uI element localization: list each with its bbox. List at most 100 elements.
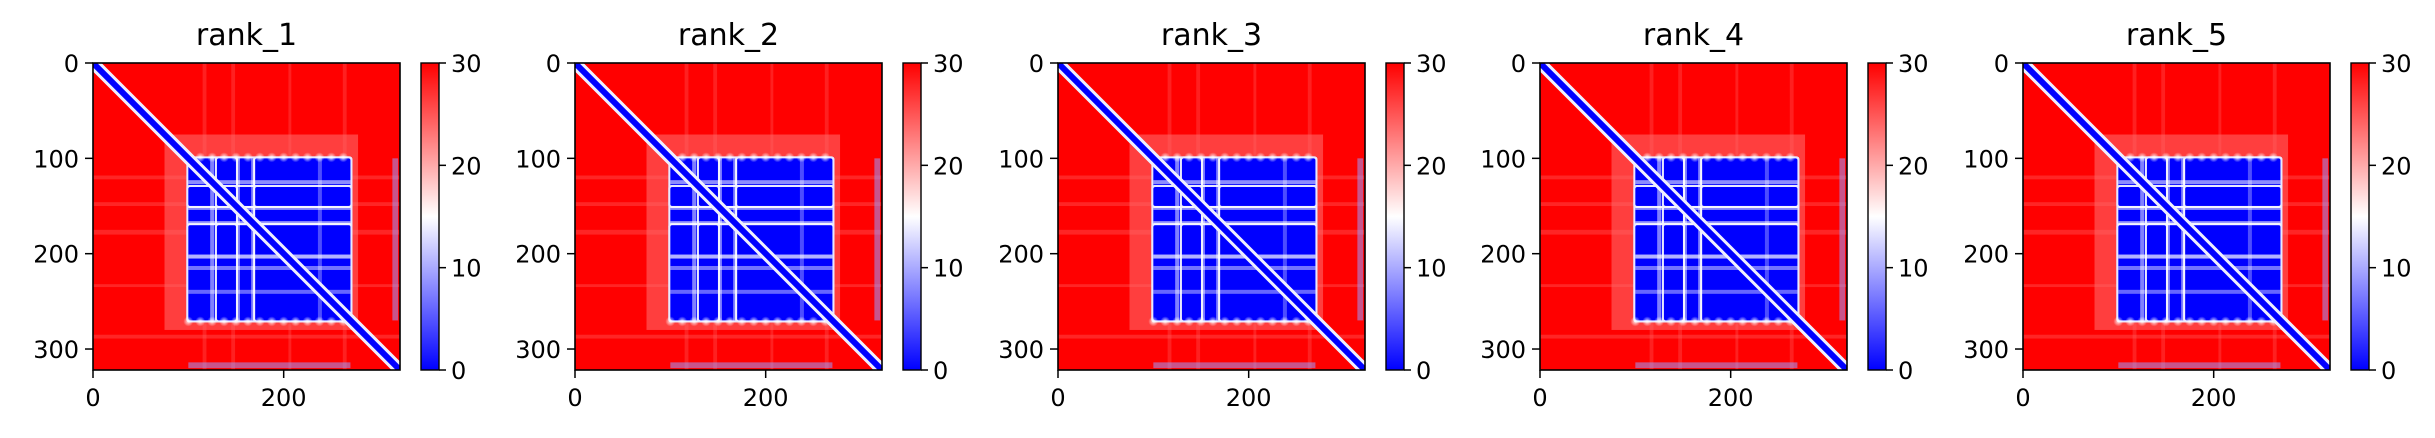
heatmap-frame — [574, 62, 883, 371]
heatmap-speck — [326, 152, 337, 163]
heatmap-speck — [1678, 152, 1689, 163]
heatmap-speck — [2196, 152, 2207, 163]
heatmap-speck — [1219, 316, 1230, 327]
heatmap-speck — [1196, 316, 1207, 327]
heatmap-speck — [1654, 152, 1665, 163]
heatmap-speck — [1231, 152, 1242, 163]
heatmap-block-gap — [2118, 254, 2281, 259]
heatmap-stripe — [2023, 334, 2330, 339]
heatmap-stripe — [1540, 334, 1847, 339]
heatmap-speck — [1713, 152, 1724, 163]
heatmap-block-gap — [2247, 158, 2252, 321]
heatmap-block-gap — [1175, 158, 1180, 321]
heatmap-area — [1058, 63, 1365, 370]
y-tick-label: 200 — [1963, 241, 2009, 269]
y-tick-label: 0 — [546, 50, 561, 78]
heatmap-block-gap — [2165, 158, 2170, 321]
heatmap-block-gap — [670, 180, 833, 185]
heatmap-block-gap — [1657, 158, 1662, 321]
heatmap-speck — [2220, 316, 2231, 327]
heatmap-speck — [254, 316, 265, 327]
heatmap-speck — [1279, 152, 1290, 163]
heatmap-edge-strip — [1635, 362, 1798, 369]
heatmap-block — [255, 186, 351, 207]
heatmap-edge-strip — [2118, 362, 2281, 369]
colorbar-tick-label: 20 — [933, 152, 964, 180]
heatmap-edge-strip — [874, 158, 881, 321]
heatmap-speck — [1725, 152, 1736, 163]
heatmap-speck — [1689, 152, 1700, 163]
heatmap-speck — [231, 316, 242, 327]
heatmap-speck — [1279, 316, 1290, 327]
y-tick-label: 300 — [515, 336, 561, 364]
heatmap-speck — [1291, 316, 1302, 327]
y-tick-label: 100 — [1480, 145, 1526, 173]
heatmap-block-gap — [317, 158, 322, 321]
heatmap-speck — [183, 316, 194, 327]
heatmap-block-gap — [2140, 158, 2145, 321]
heatmap-speck — [1184, 316, 1195, 327]
x-tick-label: 0 — [85, 384, 100, 412]
heatmap-edge-strip — [670, 362, 833, 369]
heatmap-speck — [2208, 316, 2219, 327]
heatmap-block-gap — [251, 158, 256, 321]
heatmap-area — [93, 63, 400, 370]
y-tick-label: 300 — [1963, 336, 2009, 364]
x-tick-label: 0 — [567, 384, 582, 412]
heatmap-speck — [266, 316, 277, 327]
y-tick-label: 200 — [515, 241, 561, 269]
heatmap-speck — [2149, 316, 2160, 327]
colorbar-tick-label: 10 — [1898, 255, 1929, 283]
heatmap-speck — [195, 316, 206, 327]
heatmap-speck — [1630, 316, 1641, 327]
colorbar-tick-label: 0 — [1416, 357, 1431, 385]
heatmap-edge-strip — [188, 362, 351, 369]
heatmap-speck — [796, 152, 807, 163]
heatmap-block — [737, 186, 833, 207]
colorbar-tick-label: 10 — [933, 255, 964, 283]
heatmap-area — [575, 63, 882, 370]
heatmap-speck — [231, 152, 242, 163]
heatmap-block-gap — [733, 158, 738, 321]
colorbar-tick-label: 30 — [933, 50, 964, 78]
heatmap-speck — [713, 316, 724, 327]
heatmap-diagonal — [1058, 63, 1365, 370]
y-tick-label: 100 — [515, 145, 561, 173]
heatmap-block-gap — [2118, 265, 2281, 270]
heatmap-block-gap — [1635, 205, 1798, 210]
heatmap-speck — [207, 316, 218, 327]
heatmap-speck — [1267, 316, 1278, 327]
x-tick-label: 200 — [261, 384, 307, 412]
heatmap-edge-strip — [1357, 158, 1364, 321]
heatmap-speck — [2137, 152, 2148, 163]
heatmap-block — [2185, 186, 2281, 207]
heatmap-speck — [2244, 152, 2255, 163]
y-tick-label: 0 — [1994, 50, 2009, 78]
heatmap-speck — [736, 152, 747, 163]
heatmap-speck — [2137, 316, 2148, 327]
heatmap-edge-strip — [392, 158, 399, 321]
heatmap-speck — [1737, 316, 1748, 327]
heatmap-block-gap — [188, 254, 351, 259]
panel-title: rank_1 — [196, 18, 297, 53]
heatmap-speck — [2172, 316, 2183, 327]
heatmap-edge-strip — [1839, 158, 1846, 321]
colorbar-tick-label: 20 — [2381, 152, 2412, 180]
heatmap-block-gap — [1635, 289, 1798, 294]
heatmap-block-gap — [717, 158, 722, 321]
heatmap-speck — [689, 152, 700, 163]
heatmap-speck — [302, 152, 313, 163]
heatmap-speck — [2161, 316, 2172, 327]
heatmap-block-gap — [1153, 180, 1316, 185]
heatmap-speck — [760, 316, 771, 327]
heatmap-block-gap — [670, 289, 833, 294]
heatmap-block-gap — [1635, 221, 1798, 226]
heatmap-speck — [302, 316, 313, 327]
heatmap-edge-strip — [1153, 362, 1316, 369]
heatmap-diagonal — [2023, 63, 2330, 370]
y-tick-label: 300 — [33, 336, 79, 364]
colorbar-tick-label: 30 — [1898, 50, 1929, 78]
heatmap-speck — [1737, 152, 1748, 163]
heatmap-frame — [92, 62, 401, 371]
heatmap-speck — [1219, 152, 1230, 163]
